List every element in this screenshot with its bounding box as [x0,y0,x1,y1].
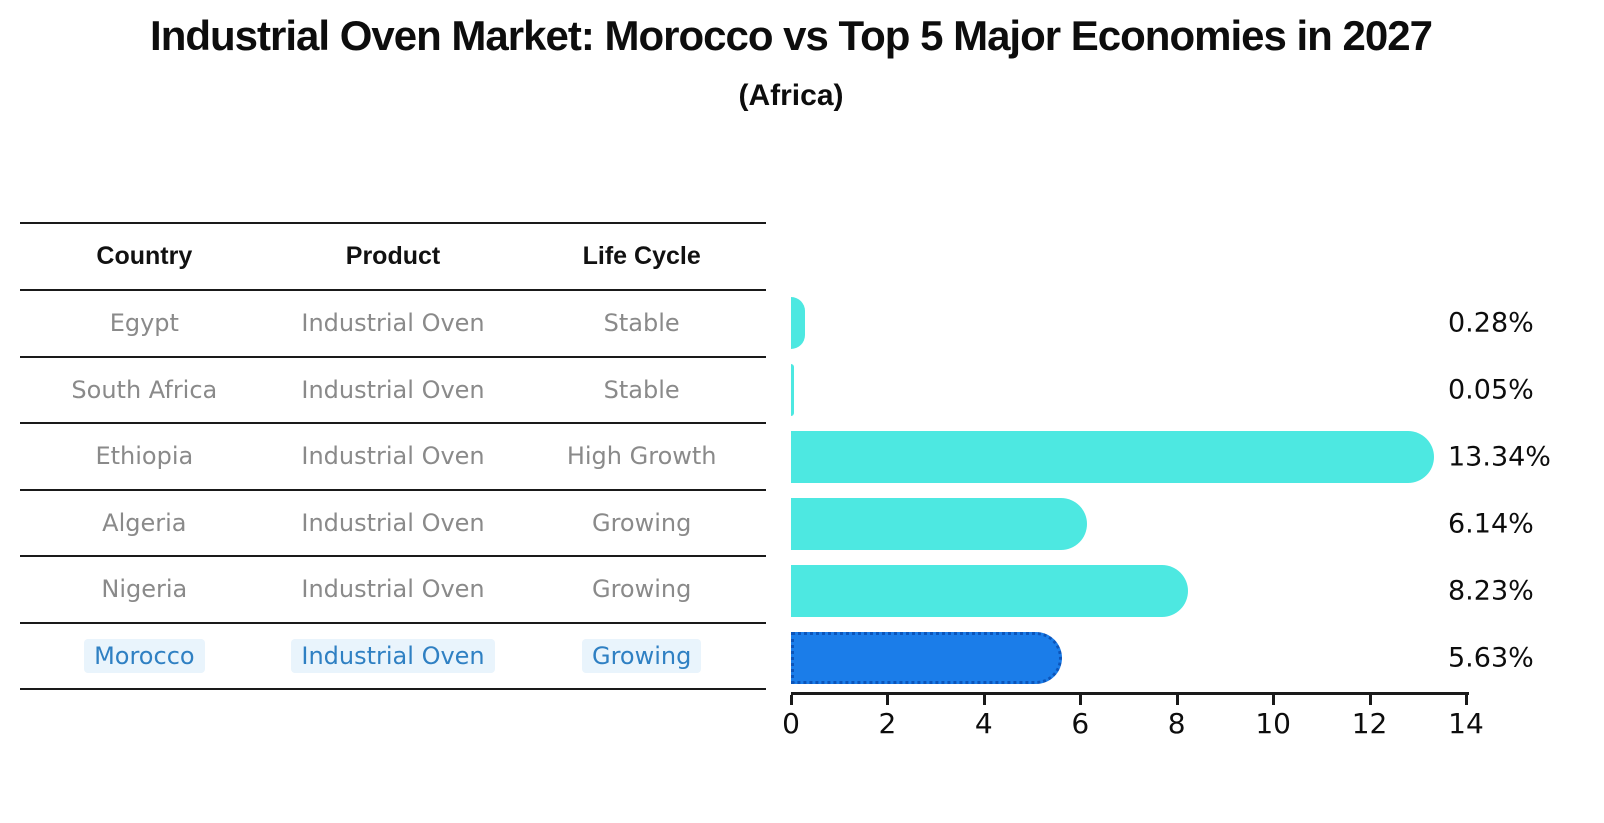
bar-algeria [791,497,1088,550]
value-label-nigeria: 8.23% [1448,575,1534,607]
x-tick-mark [1368,695,1372,705]
x-tick-mark [886,695,890,705]
chart-title: Industrial Oven Market: Morocco vs Top 5… [150,12,1433,59]
country-table: Country Product Life Cycle Egypt Industr… [20,222,766,690]
cell-country: Morocco [20,638,269,673]
bar-egypt [791,297,805,350]
x-axis-line [791,692,1469,695]
x-tick-label: 6 [1071,707,1090,740]
cell-life-cycle: Growing [591,575,692,604]
cell-country: Nigeria [101,575,188,604]
cell-product: Industrial Oven [301,309,485,338]
x-tick-label: 8 [1167,707,1186,740]
bar-nigeria [791,564,1188,617]
x-tick-mark [982,695,986,705]
column-header-product: Product [345,242,441,270]
x-tick-mark [1272,695,1276,705]
cell-country: Ethiopia [95,442,194,471]
bar-south-africa [791,364,794,417]
cell-country: Egypt [109,309,179,338]
x-tick-label: 2 [878,707,897,740]
x-tick-label: 12 [1351,707,1388,740]
table-header-row: Country Product Life Cycle [20,224,766,291]
cell-product: Industrial Oven [301,575,485,604]
value-label-algeria: 6.14% [1448,508,1534,540]
cell-life-cycle: Growing [591,508,692,537]
x-axis: 0 2 4 6 8 10 12 14 [782,692,1484,762]
x-tick-label: 14 [1448,707,1484,740]
table-row: Egypt Industrial Oven Stable [20,291,766,358]
table-row: Algeria Industrial Oven Growing [20,491,766,557]
value-label-ethiopia: 13.34% [1448,441,1551,473]
x-tick-mark [1079,695,1083,705]
cell-country: Algeria [102,508,187,537]
x-tick-label: 10 [1255,707,1291,740]
table-row: Ethiopia Industrial Oven High Growth [20,424,766,491]
table-row: South Africa Industrial Oven Stable [20,358,766,424]
value-label-morocco: 5.63% [1448,642,1534,674]
value-label-egypt: 0.28% [1448,307,1534,339]
value-label-south-africa: 0.05% [1448,374,1534,406]
chart-subtitle: (Africa) [738,79,844,112]
cell-product: Industrial Oven [301,508,485,537]
x-tick-label: 4 [974,707,993,740]
x-tick-label: 0 [782,707,800,740]
cell-product: Industrial Oven [301,442,485,471]
cell-life-cycle: Stable [603,309,680,338]
cell-product: Industrial Oven [269,638,518,673]
x-tick-mark [1175,695,1179,705]
bar-ethiopia [791,431,1435,484]
cell-life-cycle: Growing [517,638,766,673]
cell-country: South Africa [71,375,218,404]
cell-life-cycle: High Growth [566,442,717,471]
table-row-morocco: Morocco Industrial Oven Growing [20,624,766,690]
cell-product: Industrial Oven [301,375,485,404]
column-header-country: Country [96,242,193,270]
cell-life-cycle: Stable [603,375,680,404]
bars-layer: 0.28% 0.05% 13.34% 6.14% 8.23% 5.63% [791,290,1551,691]
table-row: Nigeria Industrial Oven Growing [20,557,766,624]
column-header-life-cycle: Life Cycle [582,242,701,270]
x-tick-mark [1465,695,1468,705]
bar-morocco [791,631,1063,684]
x-tick-mark [790,695,793,705]
